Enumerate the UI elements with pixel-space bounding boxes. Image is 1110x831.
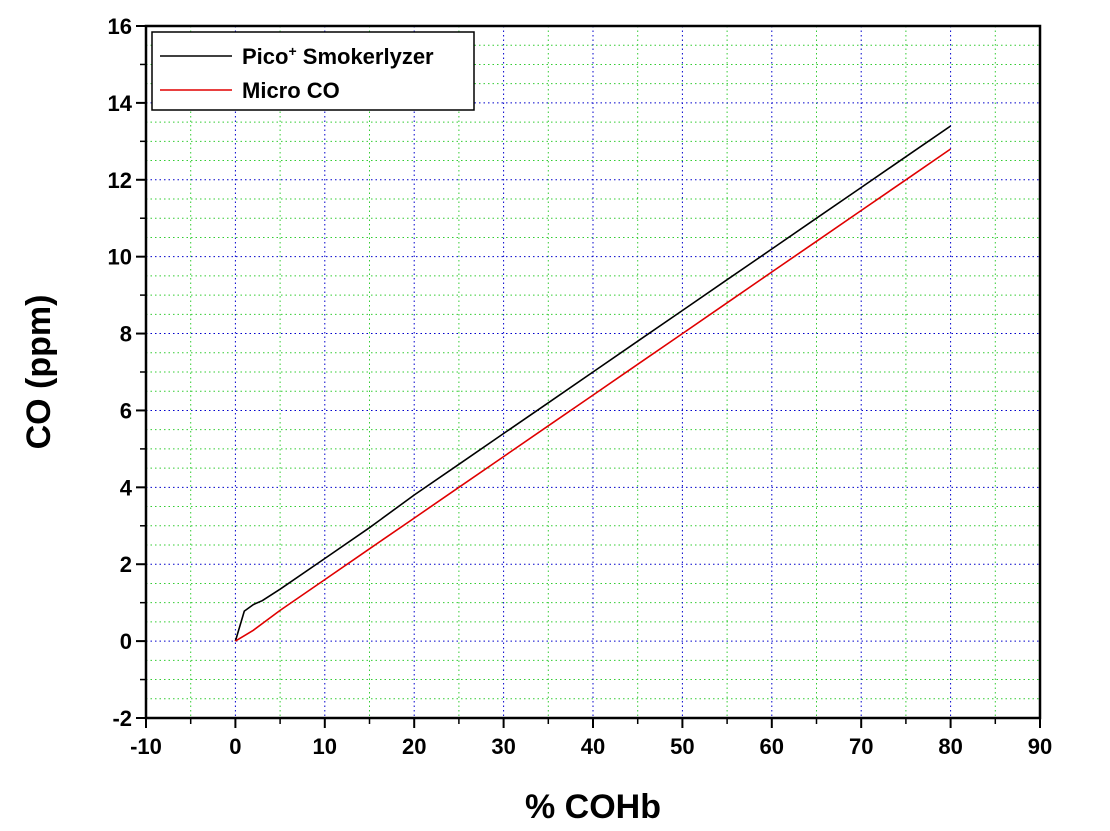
y-tick-label: 8: [120, 322, 132, 347]
x-tick-label: 50: [670, 734, 694, 759]
y-tick-label: 6: [120, 398, 132, 423]
tick-labels: -10 0 10 20 30 40 50 60 70 80 90 -2 0 2 4 6 8 10 12 14 16: [108, 14, 1053, 759]
x-tick-label: 30: [491, 734, 515, 759]
series-layer: [234, 125, 952, 642]
y-tick-label: 10: [108, 245, 132, 270]
major-grid: [146, 26, 1040, 718]
x-tick-label: 0: [229, 734, 241, 759]
series-line-0: [234, 125, 952, 642]
y-tick-label: 16: [108, 14, 132, 39]
y-tick-label: -2: [112, 706, 132, 731]
x-tick-label: 90: [1028, 734, 1052, 759]
y-tick-label: 12: [108, 168, 132, 193]
x-tick-label: 40: [581, 734, 605, 759]
x-tick-label: -10: [130, 734, 162, 759]
axis-ticks: [136, 25, 1041, 728]
x-tick-label: 70: [849, 734, 873, 759]
legend-label-pico: Pico+ Smokerlyzer: [242, 43, 434, 69]
legend: Pico+ Smokerlyzer Micro CO: [151, 31, 475, 111]
x-tick-label: 60: [760, 734, 784, 759]
y-axis-title: CO (ppm): [20, 295, 58, 450]
series-line-1: [234, 148, 952, 642]
legend-box: [151, 31, 475, 111]
y-tick-label: 14: [108, 91, 133, 116]
y-tick-label: 0: [120, 629, 132, 654]
x-tick-label: 20: [402, 734, 426, 759]
y-tick-label: 4: [120, 475, 133, 500]
legend-label-micro-co: Micro CO: [242, 78, 340, 103]
y-tick-label: 2: [120, 552, 132, 577]
x-tick-label: 80: [938, 734, 962, 759]
x-tick-label: 10: [313, 734, 337, 759]
x-axis-title: % COHb: [525, 788, 661, 826]
